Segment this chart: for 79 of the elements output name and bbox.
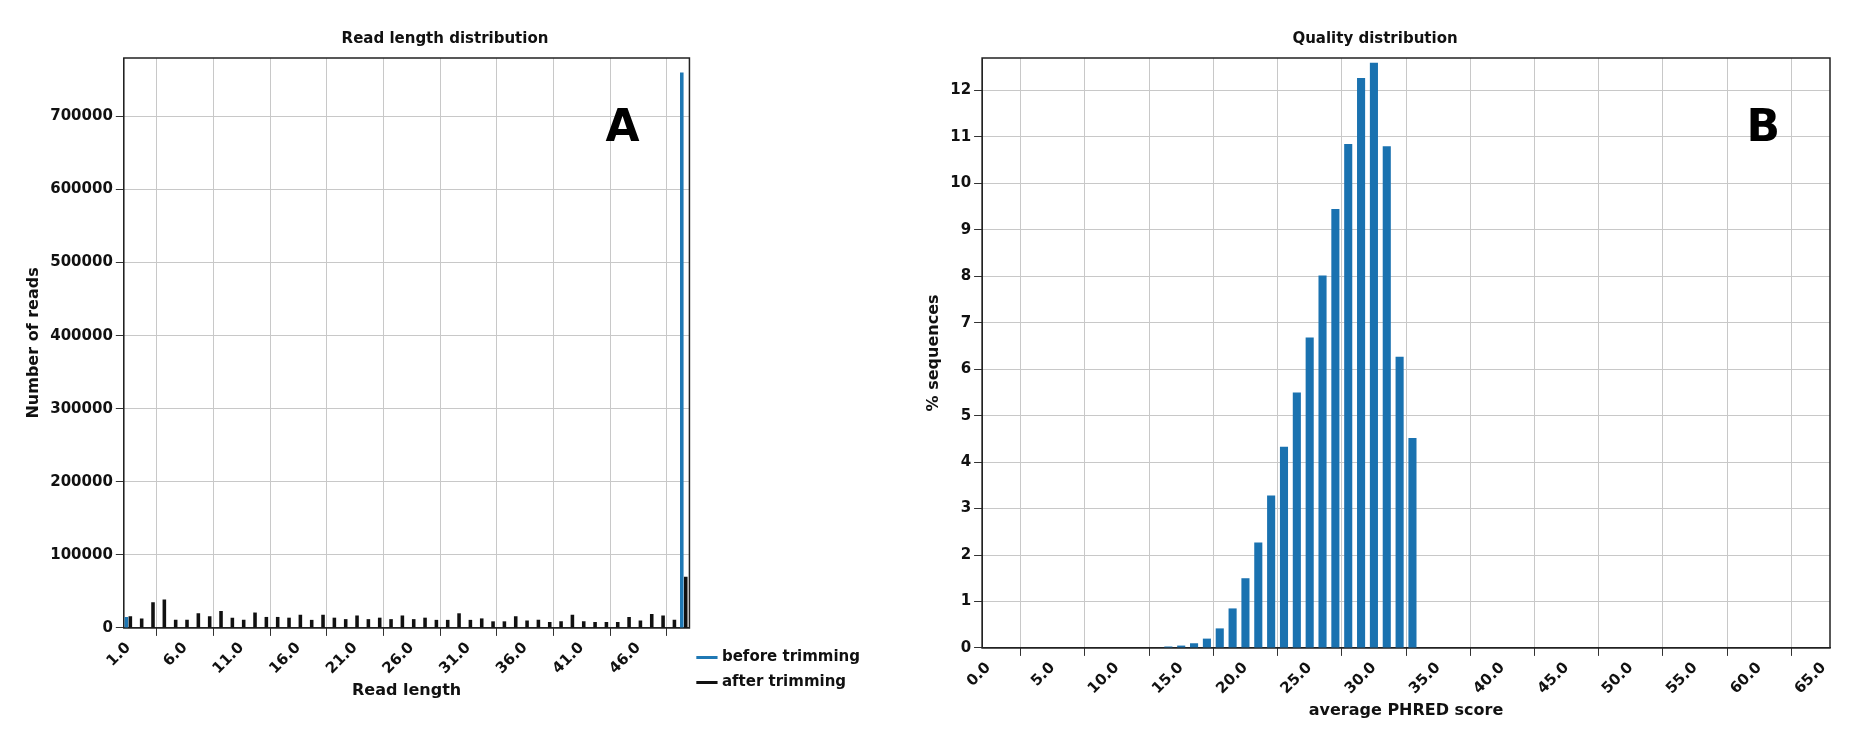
bar	[457, 613, 461, 628]
bar	[423, 617, 427, 628]
bar	[593, 622, 597, 628]
bar	[1292, 392, 1301, 648]
y-tick-label: 300000	[50, 398, 113, 417]
bar	[680, 72, 684, 628]
y-tick-label: 400000	[50, 325, 113, 344]
bar	[491, 621, 495, 628]
bar	[1382, 146, 1391, 648]
y-tick-label: 7	[960, 312, 972, 331]
y-tick-label: 0	[102, 617, 113, 636]
y-tick-label: 0	[960, 637, 972, 656]
x-tick-label: 5.0	[1026, 658, 1059, 690]
y-tick-label: 9	[960, 219, 972, 238]
y-tick-label: 6	[960, 359, 972, 378]
x-axis-title: Read length	[352, 679, 462, 699]
bar	[1279, 446, 1289, 648]
x-tick-label: 6.0	[159, 638, 191, 670]
y-tick-label: 100000	[50, 544, 113, 563]
bar	[445, 619, 450, 628]
bar	[185, 619, 189, 628]
bar	[661, 615, 665, 628]
bar	[253, 612, 257, 628]
bar	[627, 616, 631, 628]
y-tick-label: 5	[960, 405, 972, 424]
bar	[1202, 638, 1211, 648]
bar	[321, 614, 325, 628]
y-tick-label: 700000	[50, 106, 113, 125]
y-tick-label: 2	[960, 544, 972, 563]
bar	[559, 621, 563, 628]
bar	[1215, 628, 1224, 648]
bar	[525, 620, 529, 628]
bar	[1267, 495, 1276, 648]
bar	[1254, 542, 1263, 648]
bar	[219, 611, 223, 628]
y-axis-title: % sequences	[922, 294, 942, 412]
y-axis-title: Number of reads	[22, 267, 42, 419]
bar	[615, 622, 620, 628]
y-tick-label: 11	[950, 126, 972, 145]
bar	[1241, 578, 1250, 648]
x-tick-label: 1.0	[102, 638, 134, 670]
x-axis-title: average PHRED score	[1308, 699, 1504, 719]
bar	[1357, 77, 1366, 648]
bar	[1408, 437, 1417, 648]
y-tick-label: 1	[960, 591, 972, 610]
bar	[479, 618, 484, 628]
bar	[355, 615, 359, 628]
bar	[649, 614, 654, 628]
bar	[547, 622, 552, 628]
legend-label: after trimming	[721, 672, 847, 691]
bar	[581, 621, 586, 628]
legend-label: before trimming	[721, 647, 860, 666]
y-tick-label: 12	[950, 80, 972, 99]
annotation: B	[1746, 100, 1780, 152]
bar	[1305, 337, 1314, 648]
bar	[1190, 643, 1199, 648]
annotation: A	[605, 100, 640, 152]
bar	[1318, 275, 1327, 648]
y-tick-label: 3	[960, 498, 972, 517]
bar	[411, 619, 416, 628]
bar	[1228, 608, 1237, 648]
bar	[151, 602, 155, 628]
y-tick-label: 500000	[50, 252, 113, 271]
y-tick-label: 200000	[50, 471, 113, 490]
bar	[1369, 62, 1378, 648]
y-tick-label: 8	[960, 266, 972, 285]
bar	[1331, 208, 1340, 648]
x-tick-label: 0.0	[962, 658, 995, 690]
y-tick-label: 600000	[50, 179, 113, 198]
chart-title: Read length distribution	[341, 28, 549, 47]
bar	[389, 619, 393, 628]
bar	[1395, 356, 1404, 648]
y-tick-label: 10	[950, 173, 972, 192]
bar	[683, 576, 688, 628]
bar	[1344, 143, 1353, 648]
chart-title: Quality distribution	[1292, 28, 1458, 47]
y-tick-label: 4	[960, 452, 972, 470]
bar	[287, 617, 291, 628]
bar	[513, 616, 518, 628]
